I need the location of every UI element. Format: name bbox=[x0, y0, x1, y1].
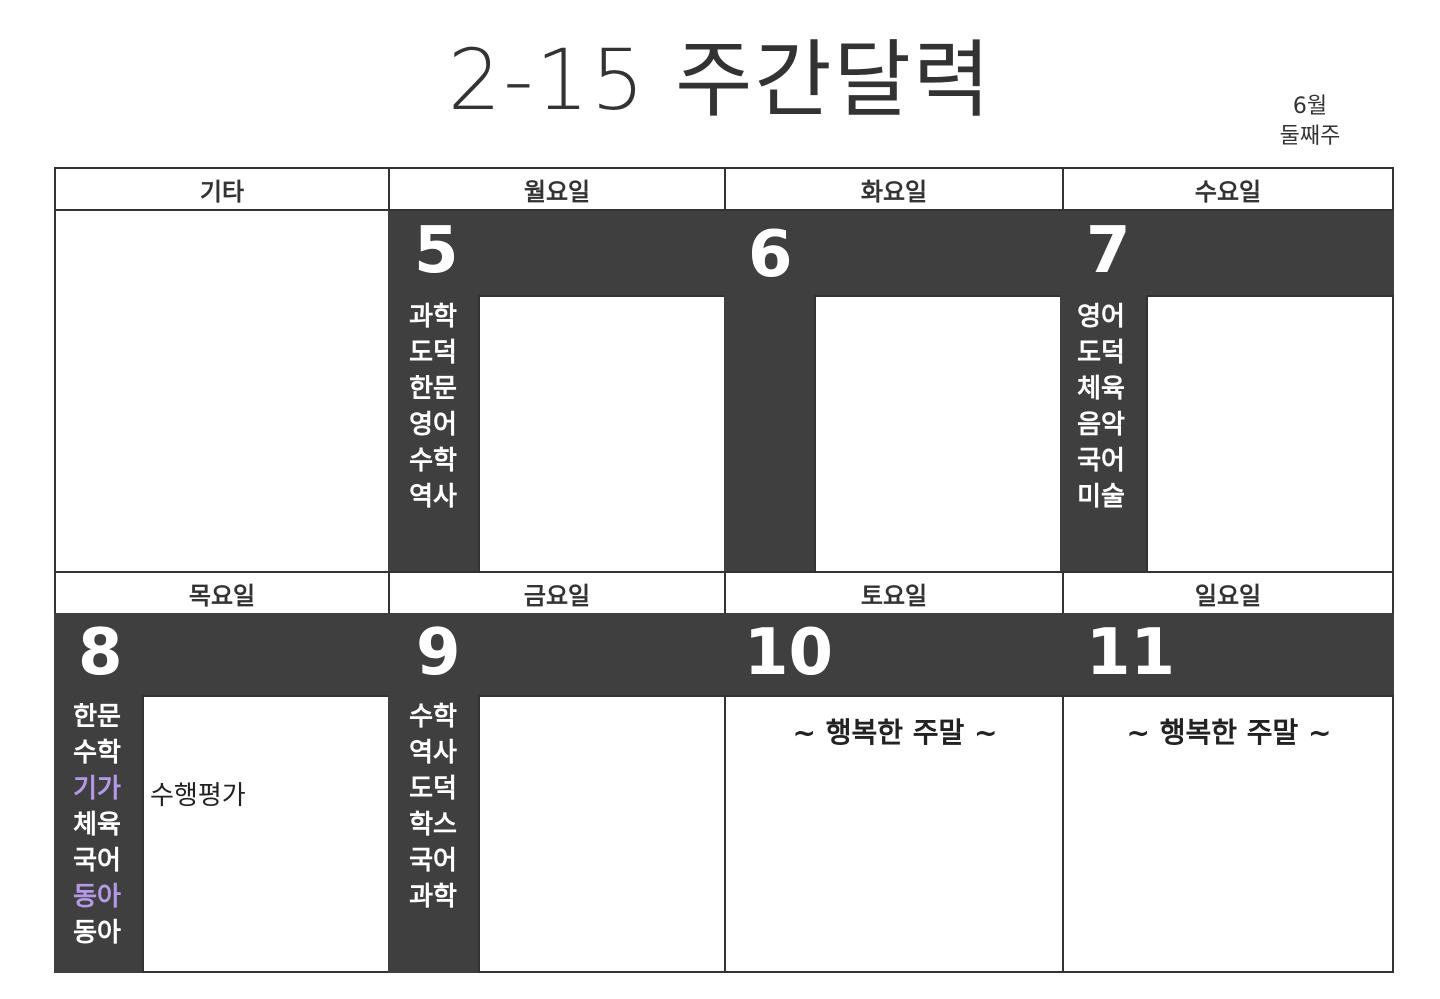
date-band-top bbox=[388, 211, 1394, 297]
header-fri: 금요일 bbox=[388, 571, 726, 615]
wed-subject-item: 영어 bbox=[1077, 302, 1125, 332]
thu-subject-item: 기가 bbox=[73, 774, 121, 804]
mon-subject-item: 영어 bbox=[409, 410, 457, 440]
fri-date: 9 bbox=[416, 616, 461, 690]
header-sun: 일요일 bbox=[1062, 571, 1394, 615]
weekly-calendar-grid: 기타 월요일 화요일 수요일 5 과학 도덕 한문 영어 수학 역사 6 7 영어 도덕 체육… bbox=[54, 167, 1394, 973]
fri-subject-item: 역사 bbox=[409, 738, 457, 768]
month-label: 6월 bbox=[1292, 94, 1328, 119]
sun-weekend-message: ~ 행복한 주말 ~ bbox=[1126, 716, 1332, 749]
sun-date: 11 bbox=[1086, 616, 1176, 690]
fri-subject-item: 도덕 bbox=[409, 774, 457, 804]
thu-note: 수행평가 bbox=[150, 781, 246, 811]
thu-subject-item: 체육 bbox=[73, 810, 121, 840]
wed-subject-column bbox=[1060, 295, 1150, 571]
fri-subject-item: 학스 bbox=[409, 810, 457, 840]
thu-subject-item: 동아 bbox=[73, 918, 121, 948]
tue-date: 6 bbox=[748, 218, 793, 292]
thu-subject-item: 한문 bbox=[73, 702, 121, 732]
mon-subject-item: 도덕 bbox=[409, 338, 457, 368]
thu-subject-column bbox=[54, 695, 146, 973]
tue-subject-column bbox=[724, 295, 818, 571]
wed-subject-item: 국어 bbox=[1077, 446, 1125, 476]
thu-subject-item: 동아 bbox=[73, 882, 121, 912]
sat-weekend-message: ~ 행복한 주말 ~ bbox=[792, 716, 998, 749]
header-etc: 기타 bbox=[54, 167, 390, 211]
tue-notes-cell[interactable] bbox=[814, 295, 1064, 573]
fri-subject-column bbox=[388, 695, 480, 973]
sat-cell[interactable] bbox=[724, 695, 1064, 973]
thu-notes-cell[interactable] bbox=[142, 695, 390, 973]
mon-notes-cell[interactable] bbox=[478, 295, 726, 573]
thu-subject-item: 수학 bbox=[73, 738, 121, 768]
mon-subject-item: 수학 bbox=[409, 446, 457, 476]
mon-subject-item: 과학 bbox=[409, 302, 457, 332]
mon-subject-item: 역사 bbox=[409, 482, 457, 512]
mon-subject-item: 한문 bbox=[409, 374, 457, 404]
week-number-label: 둘째주 bbox=[1279, 124, 1341, 149]
header-mon: 월요일 bbox=[388, 167, 726, 211]
etc-cell[interactable] bbox=[54, 209, 390, 573]
header-wed: 수요일 bbox=[1062, 167, 1394, 211]
thu-subject-item: 국어 bbox=[73, 846, 121, 876]
page-title: 2-15 주간달력 bbox=[447, 31, 993, 129]
wed-notes-cell[interactable] bbox=[1146, 295, 1394, 573]
header-tue: 화요일 bbox=[724, 167, 1064, 211]
mon-subject-column bbox=[388, 295, 480, 571]
mon-date: 5 bbox=[414, 214, 459, 288]
fri-subject-item: 국어 bbox=[409, 846, 457, 876]
week-label: 6월 둘째주 bbox=[1262, 92, 1358, 152]
thu-subject-list: 한문 수학 기가 체육 국어 동아 동아 bbox=[60, 699, 134, 951]
wed-subject-item: 미술 bbox=[1077, 482, 1125, 512]
sun-cell[interactable] bbox=[1062, 695, 1394, 973]
wed-subject-item: 도덕 bbox=[1077, 338, 1125, 368]
header-thu: 목요일 bbox=[54, 571, 390, 615]
fri-notes-cell[interactable] bbox=[478, 695, 726, 973]
sat-date: 10 bbox=[744, 616, 834, 690]
thu-date: 8 bbox=[78, 616, 123, 690]
wed-subject-item: 음악 bbox=[1077, 410, 1125, 440]
date-band-bottom bbox=[54, 613, 1394, 697]
header-sat: 토요일 bbox=[724, 571, 1064, 615]
fri-subject-item: 과학 bbox=[409, 882, 457, 912]
fri-subject-item: 수학 bbox=[409, 702, 457, 732]
wed-date: 7 bbox=[1086, 214, 1131, 288]
wed-subject-item: 체육 bbox=[1077, 374, 1125, 404]
